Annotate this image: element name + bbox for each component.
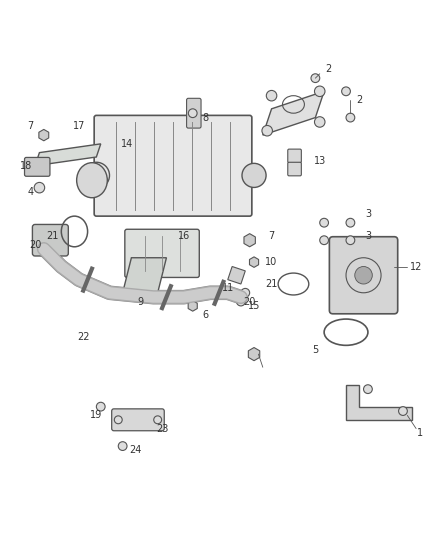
Text: 6: 6	[203, 310, 209, 320]
Text: 8: 8	[203, 112, 209, 123]
Text: 22: 22	[77, 332, 89, 342]
Text: 13: 13	[314, 156, 326, 166]
Polygon shape	[35, 144, 101, 166]
Circle shape	[311, 74, 320, 83]
FancyBboxPatch shape	[94, 115, 252, 216]
Circle shape	[355, 266, 372, 284]
FancyBboxPatch shape	[187, 98, 201, 128]
Text: 20: 20	[244, 296, 256, 306]
Text: 21: 21	[265, 279, 278, 289]
Text: 3: 3	[365, 209, 371, 219]
Circle shape	[364, 385, 372, 393]
Text: 10: 10	[265, 257, 278, 267]
Text: 24: 24	[130, 446, 142, 456]
Circle shape	[241, 288, 250, 297]
Ellipse shape	[242, 163, 266, 188]
Text: 5: 5	[312, 345, 318, 355]
Circle shape	[320, 219, 328, 227]
Circle shape	[188, 109, 197, 118]
Text: 23: 23	[156, 424, 168, 433]
Polygon shape	[228, 266, 245, 284]
Circle shape	[346, 236, 355, 245]
Text: 7: 7	[268, 231, 275, 241]
Circle shape	[314, 117, 325, 127]
FancyBboxPatch shape	[25, 157, 50, 176]
Text: 15: 15	[248, 301, 260, 311]
Circle shape	[262, 125, 272, 136]
Circle shape	[320, 236, 328, 245]
Circle shape	[237, 297, 245, 306]
Circle shape	[399, 407, 407, 415]
Circle shape	[118, 442, 127, 450]
Circle shape	[96, 402, 105, 411]
Text: 20: 20	[29, 240, 41, 249]
Text: 17: 17	[73, 122, 85, 131]
Ellipse shape	[77, 163, 107, 198]
Text: 1: 1	[417, 428, 424, 438]
Circle shape	[34, 182, 45, 193]
Circle shape	[346, 113, 355, 122]
Text: 2: 2	[356, 95, 362, 105]
Polygon shape	[346, 385, 412, 420]
Text: 4: 4	[28, 187, 34, 197]
FancyBboxPatch shape	[288, 162, 301, 176]
Text: 7: 7	[28, 122, 34, 131]
Text: 14: 14	[121, 139, 133, 149]
Circle shape	[342, 87, 350, 96]
Text: 19: 19	[90, 410, 102, 421]
FancyBboxPatch shape	[112, 409, 164, 431]
FancyBboxPatch shape	[125, 229, 199, 278]
Text: 21: 21	[46, 231, 59, 241]
FancyBboxPatch shape	[288, 149, 301, 163]
Text: 11: 11	[222, 284, 234, 293]
Text: 12: 12	[410, 262, 422, 271]
Text: 16: 16	[178, 231, 190, 241]
Text: 18: 18	[20, 161, 32, 171]
Circle shape	[266, 91, 277, 101]
Polygon shape	[263, 91, 324, 135]
FancyBboxPatch shape	[329, 237, 398, 314]
Circle shape	[314, 86, 325, 96]
Text: 2: 2	[325, 64, 332, 75]
Circle shape	[114, 416, 122, 424]
Polygon shape	[123, 258, 166, 293]
FancyBboxPatch shape	[32, 224, 68, 256]
Circle shape	[154, 416, 162, 424]
Text: 3: 3	[365, 231, 371, 241]
Text: 9: 9	[137, 296, 143, 306]
Circle shape	[346, 219, 355, 227]
